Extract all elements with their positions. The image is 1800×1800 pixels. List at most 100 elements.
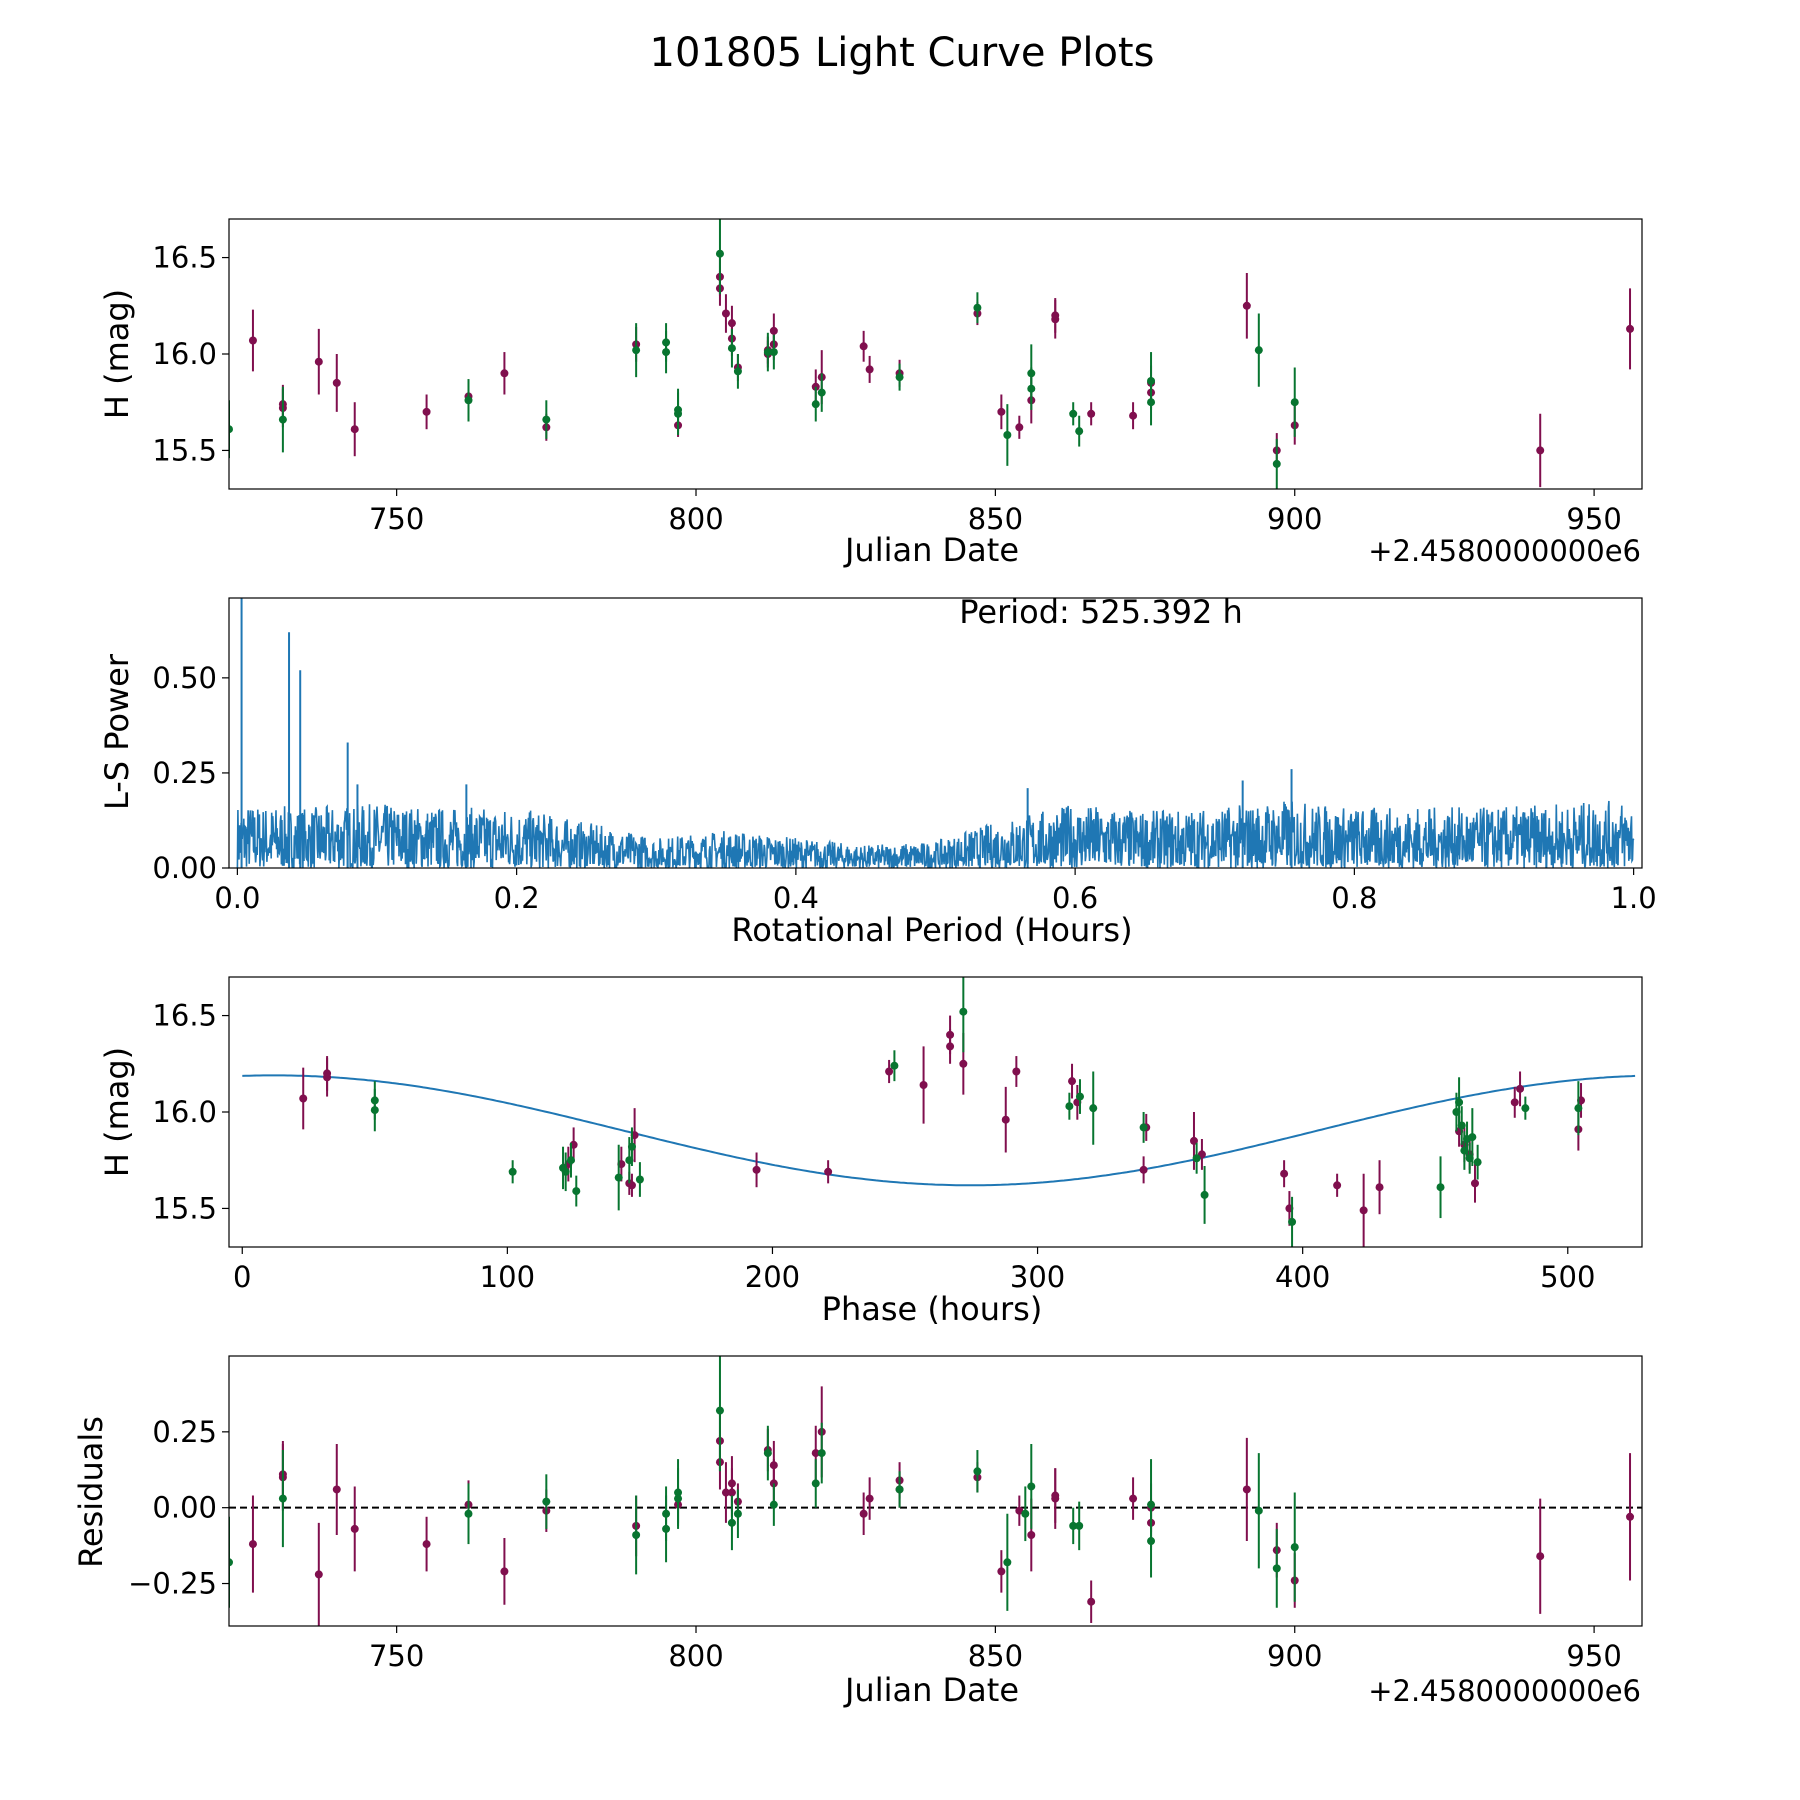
phased-model-curve: [242, 1074, 1636, 1187]
lightcurve-x-tick-label: 850: [968, 502, 1023, 536]
residuals-data-point: [1051, 1491, 1060, 1500]
phased-points: [299, 977, 1586, 1247]
residuals-data-point: [542, 1497, 551, 1506]
residuals-x-tick-label: 900: [1267, 1639, 1322, 1673]
residuals-data-point: [727, 1518, 736, 1527]
lightcurve-data-point: [542, 415, 551, 424]
residuals-data-point: [1536, 1552, 1545, 1561]
phased-data-point: [752, 1165, 761, 1174]
lightcurve-data-point: [865, 365, 874, 374]
phased-data-point: [1333, 1181, 1342, 1190]
periodogram-x-axis-label: Rotational Period (Hours): [731, 911, 1132, 949]
lightcurve-y-tick-label: 16.5: [152, 241, 217, 275]
phased-data-point: [1139, 1165, 1148, 1174]
periodogram-y-tick-label: 0.50: [152, 661, 217, 695]
phased-data-point: [1468, 1133, 1477, 1142]
phased-data-point: [1521, 1104, 1530, 1113]
lightcurve-data-point: [314, 357, 323, 366]
residuals-data-point: [1254, 1506, 1263, 1515]
lightcurve-y-tick-label: 15.5: [152, 433, 217, 467]
residuals-data-point: [500, 1567, 509, 1576]
lightcurve-data-point: [1147, 377, 1156, 385]
residuals-data-point: [248, 1540, 257, 1549]
phased-data-point: [1470, 1179, 1479, 1188]
lightcurve-data-point: [1075, 427, 1084, 436]
residuals-x-offset-label: +2.4580000000e6: [1368, 1674, 1641, 1708]
lightcurve-data-point: [464, 396, 473, 405]
lightcurve-data-point: [1051, 311, 1060, 320]
residuals-data-point: [1027, 1530, 1036, 1539]
residuals-data-point: [1015, 1506, 1024, 1515]
residuals-x-axis-label: Julian Date: [843, 1671, 1019, 1709]
phased-y-tick-label: 16.5: [152, 999, 217, 1033]
residuals-data-point: [332, 1485, 341, 1494]
phased-data-point: [566, 1156, 575, 1165]
residuals-data-point: [350, 1524, 359, 1533]
phased-data-point: [1574, 1104, 1583, 1113]
lightcurve-data-point: [859, 342, 868, 351]
phased-y-tick-label: 16.0: [152, 1095, 217, 1129]
phased-data-point: [1012, 1067, 1021, 1076]
lightcurve-points: [229, 219, 1635, 489]
lightcurve-data-point: [1626, 324, 1635, 333]
phased-x-tick-label: 300: [1010, 1260, 1065, 1294]
phased-data-point: [1457, 1121, 1466, 1130]
lightcurve-data-point: [817, 388, 826, 397]
residuals-x-tick-label: 800: [668, 1639, 723, 1673]
residuals-data-point: [662, 1524, 671, 1533]
phased-model-group: [242, 1074, 1636, 1187]
lightcurve-data-point: [1129, 411, 1138, 420]
periodogram-x-tick-label: 0.0: [214, 881, 260, 915]
phased-x-tick-label: 100: [480, 1260, 535, 1294]
lightcurve-data-point: [1027, 369, 1036, 378]
residuals-data-point: [817, 1449, 826, 1458]
lightcurve-data-point: [973, 303, 982, 312]
lightcurve-y-tick-label: 16.0: [152, 337, 217, 371]
phased-data-point: [1375, 1183, 1384, 1192]
periodogram-panel: Rotational Period (Hours) L-S Power Peri…: [98, 593, 1657, 949]
phased-x-tick-label: 400: [1275, 1260, 1330, 1294]
residuals-data-point: [314, 1570, 323, 1579]
phased-data-point: [1200, 1190, 1209, 1199]
residuals-x-tick-label: 750: [369, 1639, 424, 1673]
phased-data-point: [1280, 1169, 1289, 1178]
lightcurve-data-point: [1254, 346, 1263, 355]
residuals-data-point: [278, 1494, 287, 1503]
lightcurve-data-point: [350, 425, 359, 434]
periodogram-y-tick-label: 0.00: [152, 851, 217, 885]
residuals-data-point: [1087, 1597, 1096, 1606]
residuals-data-point: [727, 1488, 736, 1497]
residuals-data-point: [715, 1406, 724, 1415]
phased-data-point: [946, 1042, 955, 1051]
phased-data-point: [635, 1175, 644, 1184]
lightcurve-x-tick-label: 750: [369, 502, 424, 536]
lightcurve-data-point: [997, 407, 1006, 416]
residuals-data-point: [733, 1509, 742, 1518]
periodogram-y-axis-label: L-S Power: [98, 653, 136, 810]
residuals-axes-frame: [228, 1355, 1643, 1627]
lightcurve-data-point: [733, 367, 742, 376]
phased-data-point: [627, 1142, 636, 1151]
lightcurve-data-point: [1015, 423, 1024, 432]
residuals-y-axis-label: Residuals: [72, 1416, 110, 1568]
lightcurve-data-point: [721, 309, 730, 318]
residuals-x-tick-label: 850: [968, 1639, 1023, 1673]
lightcurve-data-point: [422, 407, 431, 416]
lightcurve-data-point: [632, 346, 641, 355]
residuals-data-point: [464, 1509, 473, 1518]
residuals-data-point: [997, 1567, 1006, 1576]
lightcurve-data-point: [715, 249, 724, 258]
phased-data-point: [824, 1167, 833, 1176]
residuals-data-point: [811, 1449, 820, 1458]
phased-data-point: [1075, 1092, 1084, 1101]
phased-x-axis-label: Phase (hours): [822, 1290, 1043, 1328]
lightcurve-data-point: [278, 415, 287, 424]
phased-data-point: [1436, 1183, 1445, 1192]
phased-data-point: [323, 1073, 332, 1082]
residuals-data-point: [1003, 1558, 1012, 1567]
lightcurve-data-point: [1536, 446, 1545, 455]
lightcurve-data-point: [769, 348, 778, 357]
period-annotation: Period: 525.392 h: [959, 593, 1243, 631]
residuals-data-point: [1075, 1521, 1084, 1530]
periodogram-x-tick-label: 0.6: [1052, 881, 1098, 915]
